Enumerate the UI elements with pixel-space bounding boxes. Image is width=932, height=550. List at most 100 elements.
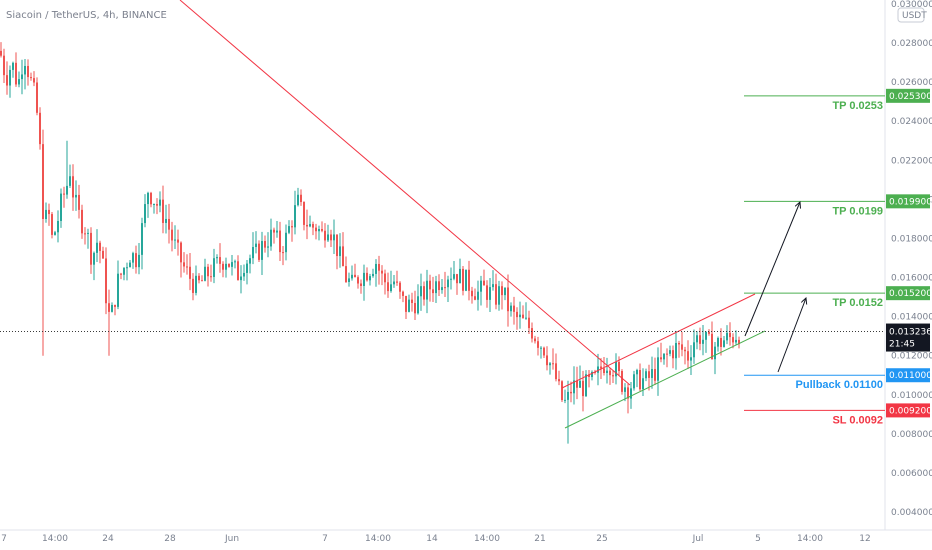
candle-body — [714, 346, 716, 360]
candle-body — [318, 229, 320, 232]
candle-body — [438, 281, 440, 291]
candle-body — [336, 234, 338, 257]
candle-body — [525, 317, 527, 319]
currency-box — [897, 7, 925, 23]
candle-body — [378, 263, 380, 271]
candle-body — [24, 65, 26, 75]
candle-body — [243, 272, 245, 277]
candle-body — [222, 263, 224, 270]
candle-body — [453, 274, 455, 279]
candle-body — [270, 229, 272, 247]
candle-body — [384, 273, 386, 283]
candle-body — [354, 274, 356, 278]
candle-body — [558, 379, 560, 382]
candle-body — [579, 380, 581, 388]
candle-body — [351, 274, 353, 279]
candle-body — [612, 375, 614, 377]
level-label-sl: SL 0.0092 — [832, 414, 883, 426]
candle-body — [81, 209, 83, 234]
candle-body — [660, 357, 662, 360]
candle-body — [129, 262, 131, 268]
candle-body — [450, 278, 452, 280]
candle-body — [369, 276, 371, 281]
candle-body — [219, 257, 221, 264]
level-price-tag-label: 0.009200 — [889, 406, 932, 416]
candle-body — [324, 230, 326, 241]
candle-body — [9, 69, 11, 86]
candle-body — [690, 357, 692, 361]
candle-body — [624, 387, 626, 392]
level-price-tag-label: 0.019900 — [889, 197, 932, 207]
candle-body — [339, 246, 341, 257]
y-tick-label: 0.026000 — [891, 78, 932, 88]
candle-body — [297, 194, 299, 206]
candle-body — [642, 378, 644, 390]
candle-body — [600, 366, 602, 369]
last-price-label: 0.013236 — [889, 328, 932, 338]
y-tick-label: 0.008000 — [891, 430, 932, 440]
candle-body — [177, 239, 179, 243]
candle-body — [3, 55, 5, 76]
candle-body — [165, 218, 167, 223]
candle-body — [687, 351, 689, 361]
currency-label: USDT — [902, 11, 927, 21]
candle-body — [333, 234, 335, 241]
candle-body — [267, 246, 269, 248]
x-tick-label: 21 — [534, 534, 545, 544]
candle-body — [195, 275, 197, 293]
candle-body — [654, 369, 656, 381]
candle-body — [231, 262, 233, 267]
candle-body — [240, 276, 242, 281]
candle-body — [309, 224, 311, 227]
candle-body — [363, 272, 365, 286]
candle-body — [537, 341, 539, 348]
candle-body — [6, 75, 8, 86]
candle-body — [504, 287, 506, 296]
candle-body — [492, 284, 494, 288]
candle-body — [390, 284, 392, 292]
candle-body — [42, 144, 44, 220]
candle-body — [720, 337, 722, 347]
level-price-tag-label: 0.011000 — [889, 371, 932, 381]
candle-body — [408, 299, 410, 312]
candle-body — [111, 304, 113, 312]
candle-body — [444, 287, 446, 289]
candle-body — [480, 280, 482, 292]
candle-body — [261, 241, 263, 260]
candle-body — [288, 226, 290, 233]
candle-body — [255, 243, 257, 247]
x-tick-label: 14:00 — [797, 534, 823, 544]
candle-body — [366, 272, 368, 281]
candle-body — [672, 350, 674, 359]
candle-body — [291, 226, 293, 228]
candle-body — [0, 50, 2, 56]
candle-body — [633, 374, 635, 389]
candle-body — [501, 286, 503, 296]
candle-body — [705, 331, 707, 340]
candle-body — [294, 205, 296, 228]
candle-body — [489, 287, 491, 300]
candle-body — [519, 314, 521, 318]
candle-body — [66, 185, 68, 195]
candle-body — [135, 253, 137, 268]
candle-body — [57, 220, 59, 233]
candle-body — [249, 258, 251, 264]
candle-body — [663, 353, 665, 360]
candle-body — [696, 335, 698, 343]
candle-body — [735, 339, 737, 343]
candle-body — [636, 370, 638, 375]
candle-body — [513, 305, 515, 312]
candle-body — [33, 78, 35, 83]
candle-body — [105, 258, 107, 304]
candle-body — [648, 371, 650, 378]
candle-body — [63, 193, 65, 195]
candle-body — [171, 229, 173, 241]
candle-body — [534, 338, 536, 342]
candle-body — [174, 239, 176, 241]
x-tick-label: 7 — [322, 534, 328, 544]
candle-body — [717, 337, 719, 347]
candle-body — [186, 266, 188, 268]
candle-body — [567, 391, 569, 400]
candle-body — [342, 246, 344, 267]
